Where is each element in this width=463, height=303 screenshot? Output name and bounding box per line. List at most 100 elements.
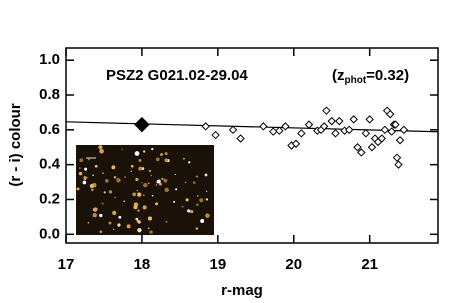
inset-star bbox=[142, 194, 145, 197]
inset-star bbox=[94, 164, 98, 168]
inset-star bbox=[117, 223, 121, 227]
inset-star bbox=[195, 227, 199, 230]
inset-star bbox=[108, 221, 112, 225]
inset-star bbox=[164, 158, 169, 163]
data-point bbox=[291, 139, 301, 148]
inset-star bbox=[126, 224, 131, 229]
data-point bbox=[297, 129, 306, 138]
inset-star bbox=[113, 228, 115, 230]
y-tick-label: 0.0 bbox=[39, 225, 60, 242]
inset-star bbox=[150, 174, 153, 177]
inset-star bbox=[155, 202, 159, 206]
inset-star bbox=[111, 165, 116, 170]
data-point bbox=[344, 125, 354, 135]
data-point bbox=[228, 125, 238, 135]
inset-star bbox=[89, 184, 94, 188]
inset-star bbox=[151, 194, 154, 197]
inset-star bbox=[181, 205, 184, 208]
data-point bbox=[335, 116, 344, 126]
plot-frame bbox=[65, 47, 439, 244]
data-point bbox=[259, 122, 268, 131]
inset-star bbox=[190, 209, 194, 214]
inset-star bbox=[161, 177, 164, 181]
inset-star bbox=[163, 178, 168, 183]
annotation: (zphot=0.32) bbox=[332, 67, 409, 86]
inset-star bbox=[175, 188, 178, 191]
inset-star bbox=[92, 213, 97, 218]
data-point bbox=[327, 116, 336, 126]
inset-star bbox=[184, 181, 187, 184]
inset-star bbox=[138, 166, 143, 171]
inset-star bbox=[172, 200, 176, 204]
inset-star bbox=[200, 219, 205, 223]
data-point bbox=[281, 122, 290, 131]
inset-star bbox=[99, 149, 104, 154]
inset-star bbox=[99, 230, 103, 234]
y-tick-label: 0.4 bbox=[39, 156, 61, 173]
data-point bbox=[361, 129, 371, 138]
inset-star bbox=[118, 215, 122, 219]
inset-star bbox=[82, 180, 87, 185]
inset-star bbox=[79, 158, 84, 163]
inset-star bbox=[76, 187, 80, 191]
inset-star bbox=[130, 164, 134, 168]
data-point bbox=[380, 125, 390, 135]
inset-star bbox=[135, 177, 139, 182]
inset-star bbox=[159, 182, 162, 186]
inset-star bbox=[188, 161, 191, 164]
inset-star bbox=[164, 152, 168, 156]
inset-star bbox=[187, 209, 191, 213]
inset-star bbox=[87, 222, 90, 224]
inset-star bbox=[132, 192, 136, 197]
inset-star bbox=[151, 147, 154, 151]
inset-star bbox=[90, 188, 94, 192]
annotation-open: (z bbox=[332, 67, 345, 84]
data-point bbox=[357, 148, 366, 157]
data-point bbox=[331, 129, 340, 138]
data-point bbox=[353, 143, 362, 152]
inset-star bbox=[143, 150, 146, 153]
data-point bbox=[399, 125, 409, 135]
inset-star bbox=[136, 189, 139, 192]
inset-star bbox=[205, 213, 210, 218]
inset-star bbox=[78, 171, 83, 176]
data-point bbox=[385, 109, 395, 119]
inset-star bbox=[134, 151, 140, 156]
data-point bbox=[392, 153, 402, 162]
data-point bbox=[391, 120, 400, 129]
inset-stars bbox=[76, 145, 210, 234]
y-tick-label: 0.8 bbox=[39, 86, 60, 103]
inset-star bbox=[133, 205, 138, 210]
inset-star bbox=[155, 157, 160, 162]
data-point bbox=[304, 120, 314, 129]
inset-star bbox=[99, 149, 102, 151]
inset-star bbox=[147, 182, 150, 185]
x-tick-label: 20 bbox=[285, 256, 302, 273]
inset-star bbox=[197, 195, 199, 197]
inset-star bbox=[123, 200, 126, 202]
data-point bbox=[269, 127, 278, 136]
data-point bbox=[211, 130, 220, 140]
inset-star bbox=[94, 207, 98, 211]
inset-star bbox=[149, 230, 153, 234]
inset-star bbox=[124, 176, 126, 178]
x-tick-label: 21 bbox=[361, 256, 378, 273]
y-tick-label: 0.6 bbox=[39, 121, 60, 138]
inset-star bbox=[138, 158, 142, 162]
data-point bbox=[275, 126, 284, 135]
inset-star bbox=[205, 190, 208, 192]
inset-star bbox=[112, 210, 117, 216]
inset-star bbox=[104, 179, 109, 183]
data-point bbox=[319, 122, 329, 131]
inset-star bbox=[192, 181, 196, 184]
data-point bbox=[365, 115, 374, 124]
inset-star bbox=[174, 173, 176, 176]
y-axis-label: (r - i) colour bbox=[7, 103, 24, 186]
inset-star bbox=[141, 167, 145, 170]
inset-star bbox=[142, 205, 147, 210]
inset-star bbox=[130, 170, 132, 173]
inset-star bbox=[108, 190, 113, 194]
inset-star bbox=[159, 179, 161, 181]
data-point bbox=[377, 134, 387, 143]
